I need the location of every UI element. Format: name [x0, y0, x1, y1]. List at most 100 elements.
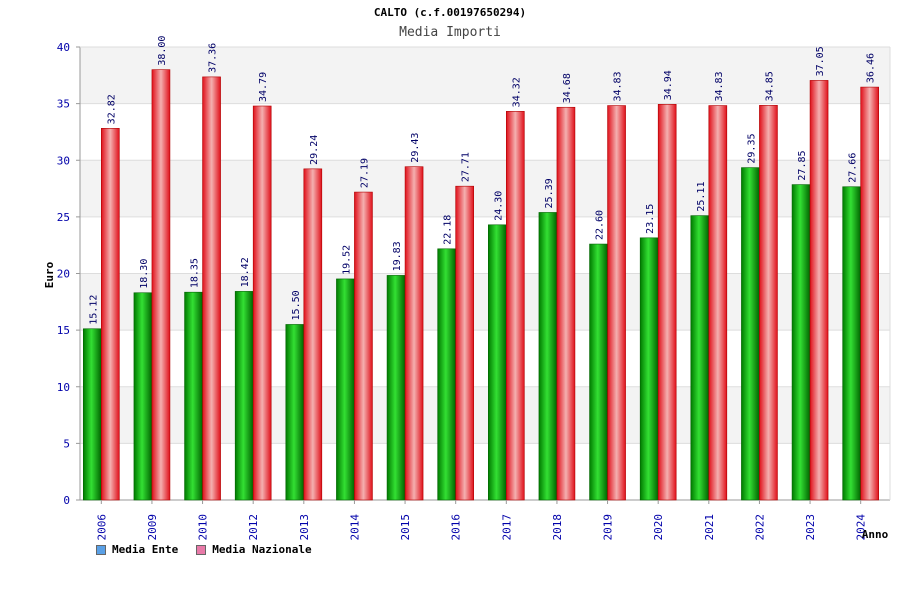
y-tick-label: 15: [57, 324, 70, 337]
bar-media-ente: [741, 167, 760, 501]
bar-value-label: 15.50: [291, 290, 302, 320]
bar-media-nazionale: [506, 111, 525, 501]
bar-media-ente: [386, 275, 406, 501]
bar-media-ente: [437, 248, 456, 501]
y-tick-label: 0: [63, 494, 70, 507]
x-tick-label: 2012: [247, 514, 260, 541]
bar-value-label: 34.83: [714, 71, 725, 101]
x-axis-label: Anno: [862, 528, 889, 541]
x-tick-label: 2024: [855, 514, 868, 541]
bar-value-label: 19.83: [392, 241, 403, 271]
bar-value-label: 18.42: [240, 257, 251, 287]
bar-value-label: 34.32: [511, 77, 522, 107]
bar-media-ente: [336, 278, 355, 501]
bar-value-label: 32.82: [106, 94, 117, 124]
bar-value-label: 34.83: [613, 71, 624, 101]
bar-value-label: 15.12: [88, 295, 99, 325]
bar-media-nazionale: [354, 191, 373, 501]
bar-value-label: 29.43: [410, 133, 421, 163]
y-tick-label: 25: [57, 211, 70, 224]
bar-value-label: 38.00: [157, 36, 168, 66]
y-tick-label: 35: [57, 98, 70, 111]
bar-media-nazionale: [607, 105, 626, 501]
bar-media-ente: [842, 186, 861, 501]
legend-swatch-ente: [96, 544, 106, 555]
bar-value-label: 27.66: [848, 153, 859, 183]
bar-media-nazionale: [101, 128, 120, 501]
x-tick-label: 2014: [348, 514, 361, 541]
bar-media-ente: [589, 243, 608, 501]
bar-value-label: 36.46: [866, 53, 877, 83]
y-tick-label: 5: [63, 437, 70, 450]
y-axis-label: Euro: [43, 261, 56, 288]
x-tick-label: 2016: [450, 514, 463, 541]
x-tick-label: 2021: [703, 514, 716, 541]
bar-media-nazionale: [151, 69, 171, 501]
legend: Media Ente Media Nazionale: [96, 543, 312, 556]
x-tick-label: 2018: [551, 514, 564, 541]
x-tick-label: 2015: [399, 514, 412, 541]
bar-media-ente: [690, 215, 710, 501]
bar-value-label: 24.30: [493, 191, 504, 221]
legend-item-nazionale: Media Nazionale: [196, 543, 312, 556]
bar-media-ente: [83, 328, 102, 501]
bar-value-label: 27.19: [359, 158, 370, 188]
bar-media-ente: [184, 291, 203, 501]
x-tick-label: 2019: [602, 514, 615, 541]
bar-value-label: 34.79: [258, 72, 269, 102]
bar-media-nazionale: [708, 105, 728, 501]
legend-label-ente: Media Ente: [112, 543, 179, 556]
bar-value-label: 22.60: [595, 210, 606, 240]
bar-value-label: 29.24: [309, 135, 320, 165]
x-tick-label: 2013: [298, 514, 311, 541]
legend-swatch-nazionale: [196, 544, 207, 555]
y-tick-label: 10: [57, 381, 70, 394]
bar-value-label: 37.36: [208, 43, 219, 73]
bar-media-nazionale: [556, 106, 576, 501]
bar-media-nazionale: [202, 76, 221, 501]
bar-value-label: 34.68: [562, 73, 573, 103]
bar-media-ente: [639, 237, 659, 501]
bar-media-ente: [538, 212, 558, 501]
bar-value-label: 27.85: [797, 150, 808, 180]
bar-media-nazionale: [860, 86, 879, 501]
bar-media-nazionale: [455, 185, 474, 501]
y-tick-label: 20: [57, 268, 70, 281]
bar-media-ente: [488, 224, 507, 501]
bar-value-label: 25.39: [544, 178, 555, 208]
x-tick-label: 2023: [804, 514, 817, 541]
chart-subtitle: Media Importi: [399, 25, 501, 40]
bar-value-label: 34.85: [764, 71, 775, 101]
bar-value-label: 27.71: [461, 152, 472, 182]
bar-value-label: 23.15: [645, 204, 656, 234]
x-tick-label: 2017: [500, 514, 513, 541]
bar-media-nazionale: [809, 80, 829, 501]
y-tick-label: 40: [57, 41, 70, 54]
x-tick-label: 2009: [146, 514, 159, 541]
bar-value-label: 37.05: [815, 46, 826, 76]
bar-media-ente: [133, 292, 153, 501]
x-tick-label: 2022: [753, 514, 766, 541]
legend-label-nazionale: Media Nazionale: [212, 543, 312, 556]
y-tick-label: 30: [57, 154, 70, 167]
bar-media-nazionale: [252, 105, 272, 501]
x-tick-label: 2006: [95, 514, 108, 541]
legend-item-ente: Media Ente: [96, 543, 178, 556]
x-tick-label: 2010: [197, 514, 210, 541]
bar-value-label: 22.18: [443, 215, 454, 245]
bar-value-label: 18.30: [139, 259, 150, 289]
bar-media-nazionale: [657, 104, 677, 501]
bar-media-nazionale: [303, 168, 323, 501]
bar-value-label: 19.52: [341, 245, 352, 275]
bar-media-ente: [234, 291, 254, 501]
bar-media-ente: [791, 184, 811, 501]
bar-media-ente: [285, 324, 305, 501]
bar-media-nazionale: [759, 105, 778, 501]
bar-value-label: 29.35: [746, 134, 757, 164]
chart-title: CALTO (c.f.00197650294): [373, 6, 527, 19]
bar-value-label: 34.94: [663, 70, 674, 100]
x-tick-label: 2020: [652, 514, 665, 541]
bar-media-nazionale: [404, 166, 424, 501]
